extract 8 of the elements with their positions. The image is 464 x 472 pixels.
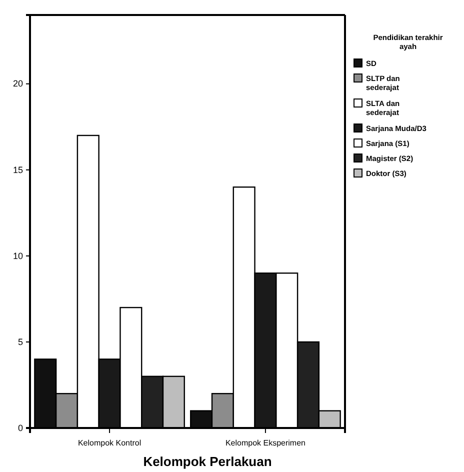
y-tick-label: 20: [12, 78, 23, 89]
x-tick-label: Kelompok Eksperimen: [225, 438, 306, 448]
y-tick-label: 15: [12, 164, 23, 175]
x-tick-label: Kelompok Kontrol: [78, 438, 142, 448]
y-tick-label: 10: [12, 250, 23, 261]
y-tick-label: 5: [18, 336, 23, 347]
y-tick-label: 0: [18, 422, 23, 433]
x-axis-title: Kelompok Perlakuan: [143, 454, 272, 469]
